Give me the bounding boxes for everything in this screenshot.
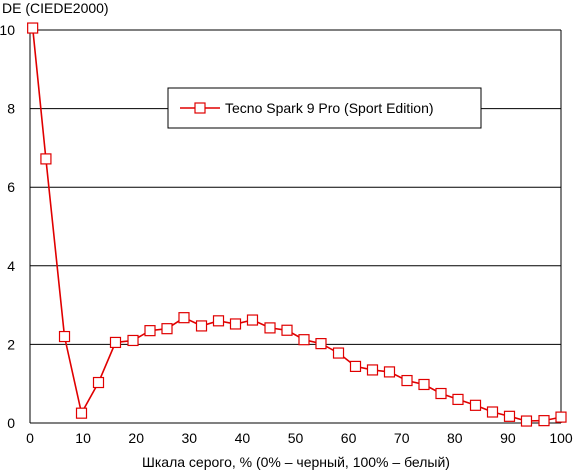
data-point bbox=[486, 406, 499, 418]
data-point bbox=[520, 415, 533, 427]
data-point bbox=[281, 324, 293, 336]
data-point bbox=[58, 330, 71, 343]
data-point bbox=[264, 322, 276, 334]
data-point bbox=[144, 325, 156, 337]
data-point bbox=[75, 407, 88, 419]
x-tick-label: 0 bbox=[26, 430, 34, 446]
data-point bbox=[349, 360, 362, 373]
x-tick-label: 60 bbox=[341, 430, 357, 446]
data-point bbox=[418, 378, 430, 391]
y-tick-label: 2 bbox=[7, 336, 15, 352]
data-point bbox=[92, 376, 105, 389]
data-point bbox=[229, 318, 242, 330]
y-tick-label: 10 bbox=[0, 22, 15, 38]
data-point bbox=[332, 347, 345, 359]
data-point bbox=[503, 410, 516, 422]
data-point bbox=[27, 22, 39, 34]
series bbox=[27, 22, 567, 427]
data-point bbox=[435, 387, 447, 400]
data-point bbox=[298, 334, 310, 346]
y-tick-label: 4 bbox=[7, 258, 15, 274]
x-tick-label: 10 bbox=[75, 430, 91, 446]
data-point bbox=[178, 312, 190, 324]
legend-label: Tecno Spark 9 Pro (Sport Edition) bbox=[225, 100, 434, 116]
y-tick-label: 0 bbox=[7, 415, 15, 431]
x-tick-label: 50 bbox=[288, 430, 304, 446]
legend-marker bbox=[194, 102, 206, 114]
data-point bbox=[538, 415, 550, 427]
data-point bbox=[246, 314, 259, 326]
x-tick-label: 30 bbox=[182, 430, 198, 446]
data-point bbox=[366, 364, 379, 376]
legend-box bbox=[167, 87, 482, 129]
data-point bbox=[469, 399, 482, 411]
data-point bbox=[195, 320, 208, 332]
data-point bbox=[315, 338, 327, 350]
data-point bbox=[452, 393, 464, 406]
data-point bbox=[40, 153, 52, 165]
x-tick-label: 100 bbox=[549, 430, 573, 446]
data-point bbox=[161, 323, 173, 335]
x-tick-label: 70 bbox=[394, 430, 410, 446]
y-axis-title: DE (CIEDE2000) bbox=[2, 0, 109, 16]
x-axis-title: Шкала серого, % (0% – черный, 100% – бел… bbox=[142, 454, 450, 470]
data-point bbox=[212, 315, 225, 327]
data-point bbox=[127, 334, 139, 347]
x-tick-label: 80 bbox=[447, 430, 463, 446]
axes bbox=[29, 30, 561, 424]
y-tick-label: 6 bbox=[7, 179, 15, 195]
data-point bbox=[555, 411, 567, 423]
x-tick-label: 20 bbox=[128, 430, 144, 446]
x-tick-label: 40 bbox=[235, 430, 251, 446]
x-tick-label: 90 bbox=[500, 430, 516, 446]
y-tick-label: 8 bbox=[7, 101, 15, 117]
data-point bbox=[401, 374, 413, 387]
data-point bbox=[383, 366, 396, 378]
legend: Tecno Spark 9 Pro (Sport Edition) bbox=[167, 87, 482, 129]
data-point bbox=[109, 336, 122, 349]
